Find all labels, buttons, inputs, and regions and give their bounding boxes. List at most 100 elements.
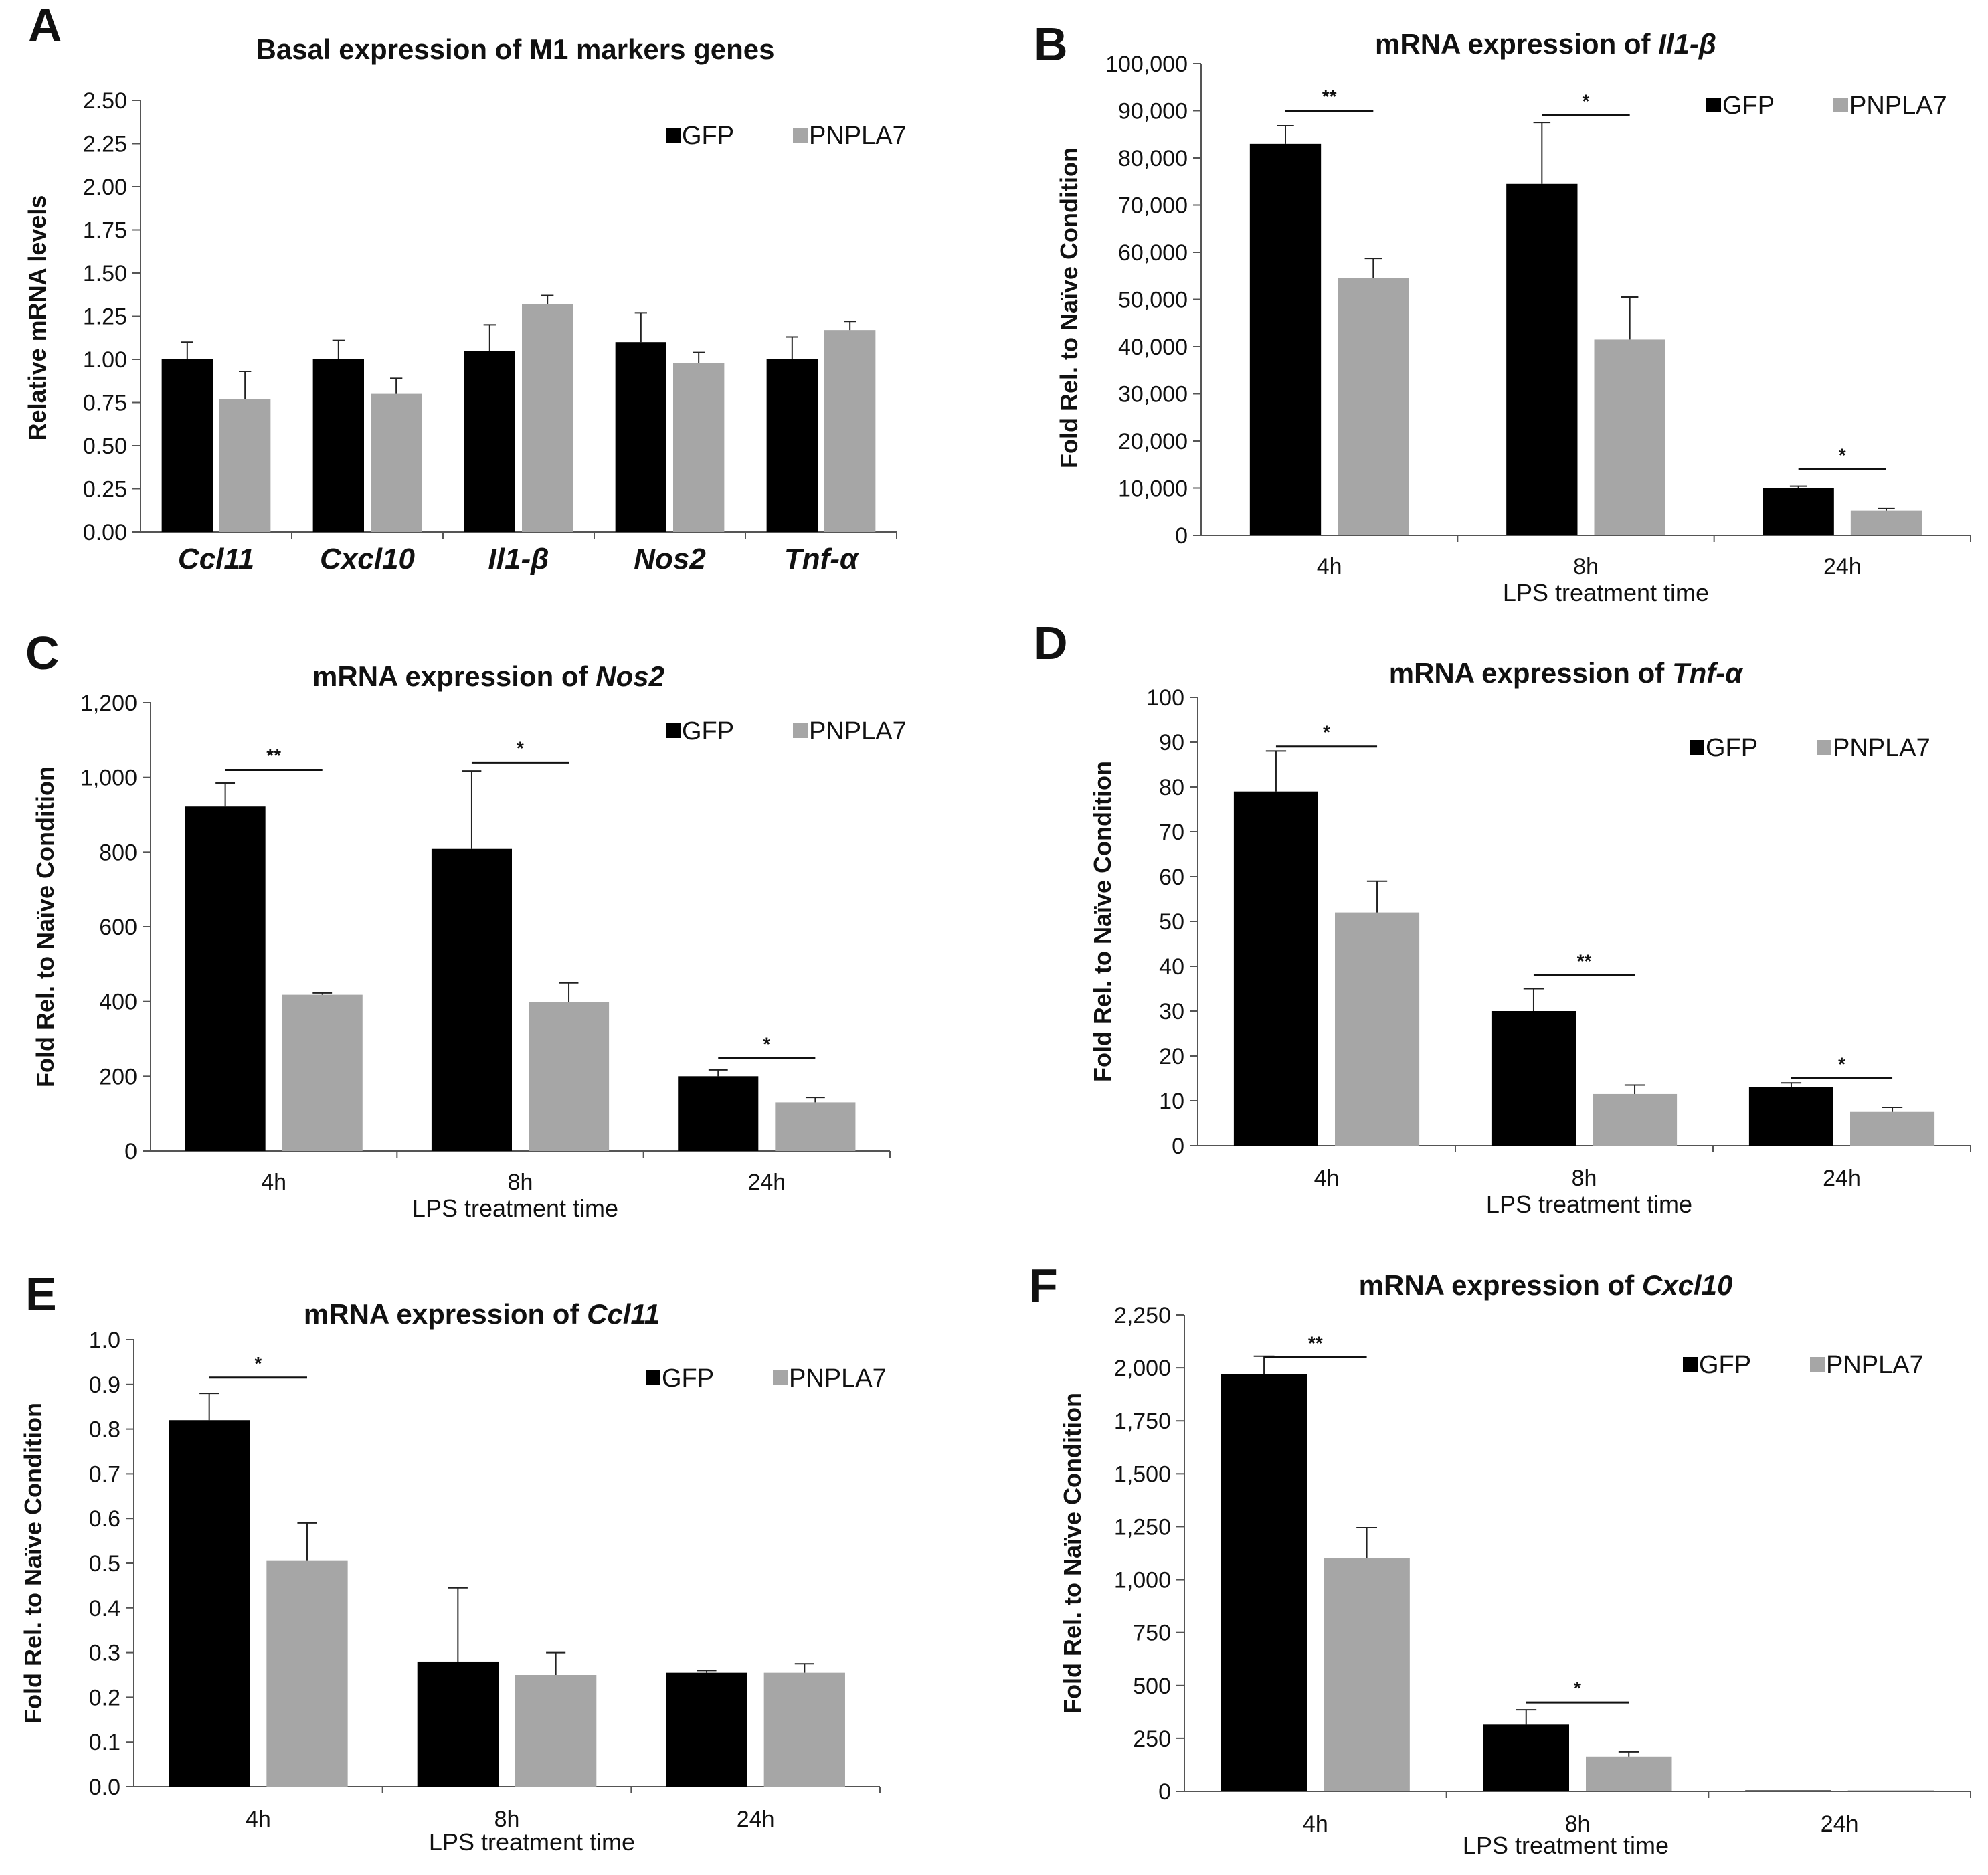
panel-d-y-tick-label: 10 [1159,1089,1184,1114]
panel-d-x-axis-title: LPS treatment time [1486,1190,1692,1218]
panel-b-x-axis-title: LPS treatment time [1503,579,1709,606]
panel-b-significance-label-24h: * [1839,444,1846,465]
panel-c-legend-label-gfp: GFP [682,717,734,745]
panel-a-letter: A [28,0,62,52]
panel-b-y-tick-label: 90,000 [1118,99,1188,124]
panel-a: A Basal expression of M1 markers genes Rel… [23,0,907,575]
panel-f-y-tick-label: 750 [1133,1621,1171,1646]
panel-a-x-tick-label-cxcl10: Cxcl10 [320,543,415,575]
panel-b-error-bar-pnpla7-4h [1364,258,1382,278]
panel-f-bar-gfp-24h [1745,1790,1831,1791]
panel-b-bar-pnpla7-24h [1850,510,1922,535]
panel-a-error-bar-pnpla7-il1 [541,294,554,304]
panel-a-bar-pnpla7-nos2 [673,363,725,532]
panel-f-y-axis-title: Fold Rel. to Naïve Condition [1059,1393,1086,1714]
panel-a-error-bar-gfp-ccl11 [181,341,193,359]
panel-b-bar-gfp-4h [1249,143,1322,536]
panel-d-bar-gfp-8h [1491,1011,1576,1146]
panel-e-legend-swatch-gfp [646,1370,660,1385]
panel-e-y-axis-title: Fold Rel. to Naïve Condition [19,1403,47,1724]
panel-d-error-bar-pnpla7-8h [1624,1084,1645,1094]
panel-d-title: mRNA expression of Tnf-α [1389,657,1744,689]
panel-b-y-tick-label: 30,000 [1118,382,1188,408]
panel-a-error-bar-pnpla7-nos2 [693,351,705,363]
panel-c-error-bar-gfp-4h [215,782,236,807]
panel-f-significance-label-8h: * [1574,1678,1581,1698]
panel-e-y-tick-label: 0.4 [89,1596,120,1621]
panel-e-y-tick-label: 0.2 [89,1685,120,1710]
panel-a-error-bar-pnpla7-ccl11 [239,371,252,399]
panel-f-legend-label-pnpla7: PNPLA7 [1826,1351,1924,1379]
panel-e-error-bar-gfp-24h [697,1670,717,1673]
panel-c-error-bar-pnpla7-8h [559,982,579,1002]
panel-b-y-tick-label: 0 [1175,523,1188,549]
panel-c-significance-label-24h: * [763,1034,770,1055]
panel-a-error-bar-gfp-nos2 [634,312,647,343]
panel-e-x-axis-title: LPS treatment time [429,1828,635,1856]
panel-c-legend-swatch-gfp [666,723,681,738]
panel-b-legend-label-gfp: GFP [1722,92,1775,120]
panel-b-x-tick-label-4h: 4h [1317,554,1342,579]
panel-e-bar-gfp-8h [417,1661,499,1787]
panel-a-bar-pnpla7-ccl11 [219,399,271,532]
panel-b-legend-swatch-pnpla7 [1833,98,1848,112]
panel-f-y-tick-label: 1,250 [1114,1514,1171,1540]
panel-c-bar-gfp-24h [678,1076,759,1151]
panel-d-error-bar-pnpla7-24h [1882,1107,1903,1112]
panel-d-y-tick-label: 0 [1172,1134,1184,1159]
panel-c-error-bar-pnpla7-24h [805,1097,825,1103]
panel-a-x-tick-label-nos2: Nos2 [634,543,706,575]
panel-d-x-tick-label-24h: 24h [1823,1166,1861,1191]
panel-e-legend-label-gfp: GFP [662,1364,714,1393]
panel-c-error-bar-gfp-8h [462,770,482,849]
panel-d-x-tick-label-8h: 8h [1572,1166,1597,1191]
panel-e-y-tick-label: 0.8 [89,1417,120,1443]
panel-d-legend-swatch-gfp [1690,740,1704,755]
panel-f-y-tick-label: 0 [1158,1779,1171,1805]
panel-c-y-tick-label: 800 [99,840,137,865]
panel-a-legend-label-pnpla7: PNPLA7 [809,122,907,150]
panel-d-bar-pnpla7-4h [1335,912,1420,1146]
panel-f-y-tick-label: 2,000 [1114,1356,1171,1381]
panel-d-significance-label-24h: * [1838,1054,1845,1075]
panel-e-bar-gfp-24h [666,1672,747,1787]
panel-e-bar-pnpla7-8h [515,1675,597,1787]
panel-c-x-tick-label-24h: 24h [747,1170,786,1195]
panel-f-y-tick-label: 1,500 [1114,1461,1171,1487]
panel-b-bar-pnpla7-8h [1594,339,1665,535]
panel-f-bar-gfp-8h [1483,1724,1569,1791]
panel-a-y-tick-label: 0.00 [83,520,127,545]
panel-a-bar-gfp-cxcl10 [312,359,364,532]
panel-c-y-tick-label: 1,000 [80,766,137,791]
panel-e-y-tick-label: 0.0 [89,1775,120,1800]
panel-e-y-tick-label: 1.0 [89,1328,120,1353]
panel-d-significance-label-4h: * [1323,722,1330,743]
panel-c-y-tick-label: 200 [99,1064,137,1089]
panel-b-y-tick-label: 40,000 [1118,335,1188,360]
panel-c-y-axis-title: Fold Rel. to Naïve Condition [31,766,59,1087]
panel-f-legend-label-gfp: GFP [1699,1351,1751,1379]
panel-e-title: mRNA expression of Ccl11 [304,1298,660,1330]
panel-a-x-tick-label-ccl11: Ccl11 [178,543,254,575]
panel-a-y-tick-label: 0.25 [83,477,127,503]
panel-c-x-tick-label-8h: 8h [508,1170,533,1195]
panel-a-y-tick-label: 2.25 [83,132,127,157]
panel-a-title: Basal expression of M1 markers genes [256,33,774,65]
panel-e-x-tick-label-24h: 24h [737,1807,775,1832]
panel-d-bar-pnpla7-24h [1850,1111,1935,1146]
panel-e-error-bar-pnpla7-4h [297,1522,317,1561]
panel-b-bar-gfp-24h [1763,488,1834,535]
panel-c-x-axis-title: LPS treatment time [412,1194,618,1222]
panel-f-error-bar-pnpla7-8h [1618,1751,1639,1757]
panel-b-error-bar-gfp-24h [1789,485,1807,488]
panel-c-y-tick-label: 400 [99,990,137,1015]
panel-b-y-axis-title: Fold Rel. to Naïve Condition [1055,147,1083,468]
panel-a-x-tick-label-tnf: Tnf-α [784,543,859,575]
panel-f-letter: F [1029,1259,1058,1312]
panel-d-bar-pnpla7-8h [1593,1093,1678,1146]
panel-a-y-axis-title: Relative mRNA levels [23,195,51,441]
panel-a-y-tick-label: 0.50 [83,434,127,459]
